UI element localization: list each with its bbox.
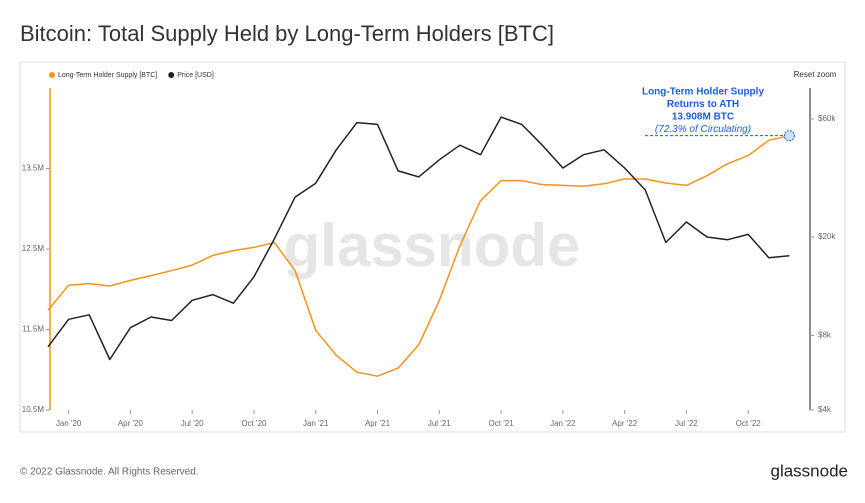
x-tick-label: Jan '20 xyxy=(56,419,82,428)
y2-tick-label: $8k xyxy=(818,331,832,340)
series-line xyxy=(47,116,790,361)
x-tick-label: Apr '21 xyxy=(365,419,391,428)
logo: glassnode xyxy=(770,461,848,480)
x-tick-label: Jul '21 xyxy=(428,419,451,428)
legend-marker xyxy=(49,72,55,78)
y-tick-label: 10.5M xyxy=(22,405,45,414)
x-tick-label: Jul '20 xyxy=(181,419,204,428)
y-tick-label: 12.5M xyxy=(22,244,45,253)
x-tick-label: Jan '21 xyxy=(303,419,329,428)
legend-marker xyxy=(168,72,175,78)
annotation-text: (72.3% of Circulating) xyxy=(655,124,751,135)
annotation-text: Long-Term Holder Supply xyxy=(642,87,764,98)
annotation-marker xyxy=(783,130,795,142)
series-line xyxy=(47,134,790,377)
legend-label: Price [USD] xyxy=(177,72,214,79)
x-tick-label: Apr '20 xyxy=(118,419,144,428)
x-tick-label: Jan '22 xyxy=(550,419,576,428)
x-tick-label: Oct '21 xyxy=(489,419,515,428)
annotation-text: 13.908M BTC xyxy=(672,112,734,123)
x-tick-label: Jul '22 xyxy=(675,419,698,428)
footer: © 2022 Glassnode. All Rights Reserved. xyxy=(20,467,199,478)
annotation-text: Returns to ATH xyxy=(667,99,739,110)
y2-tick-label: $20k xyxy=(818,232,836,241)
reset-zoom-button[interactable] xyxy=(790,67,840,82)
watermark: glassnode xyxy=(284,212,581,279)
reset-zoom-label[interactable]: Reset zoom xyxy=(794,70,837,79)
chart-frame xyxy=(19,61,846,433)
y-tick-label: 11.5M xyxy=(22,325,44,334)
x-tick-label: Oct '22 xyxy=(736,419,762,428)
x-tick-label: Apr '22 xyxy=(612,419,638,428)
y-tick-label: 13.5M xyxy=(22,164,45,173)
legend-label: Long-Term Holder Supply [BTC] xyxy=(58,72,157,79)
y2-tick-label: $60k xyxy=(818,114,836,123)
y2-tick-label: $4k xyxy=(818,405,832,414)
chart-title: Bitcoin: Total Supply Held by Long-Term … xyxy=(20,21,554,46)
x-tick-label: Oct '20 xyxy=(241,419,267,428)
